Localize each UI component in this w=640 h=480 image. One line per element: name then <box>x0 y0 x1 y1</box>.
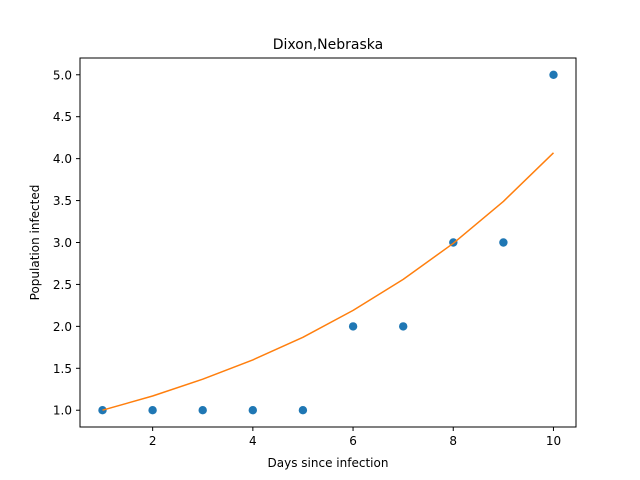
y-tick-label: 5.0 <box>53 68 72 82</box>
data-point <box>248 406 257 415</box>
y-tick-label: 4.0 <box>53 152 72 166</box>
chart-title: Dixon,Nebraska <box>273 37 383 53</box>
x-tick-label: 10 <box>546 434 561 448</box>
data-point <box>549 70 558 80</box>
data-point <box>399 322 408 331</box>
plot-area <box>98 70 558 415</box>
x-axis: 2 4 6 8 10 <box>149 427 561 448</box>
y-tick-label: 2.5 <box>53 278 72 292</box>
y-tick-label: 2.0 <box>53 320 72 334</box>
x-tick-label: 8 <box>449 434 457 448</box>
y-axis: 1.0 1.5 2.0 2.5 3.0 3.5 4.0 4.5 5.0 <box>53 68 80 418</box>
y-axis-label: Population infected <box>28 185 42 301</box>
y-tick-label: 3.0 <box>53 236 72 250</box>
data-point <box>348 322 358 331</box>
y-tick-label: 3.5 <box>53 194 72 208</box>
y-tick-label: 1.5 <box>53 362 72 376</box>
data-point <box>148 406 157 415</box>
y-tick-label: 1.0 <box>53 404 72 418</box>
data-point <box>499 238 508 247</box>
x-tick-label: 2 <box>149 434 157 448</box>
data-point <box>198 406 207 415</box>
fit-line <box>102 152 555 411</box>
x-tick-label: 6 <box>349 434 357 448</box>
x-axis-label: Days since infection <box>268 456 389 470</box>
y-tick-label: 4.5 <box>53 110 72 124</box>
data-point <box>298 406 308 415</box>
x-tick-label: 4 <box>249 434 257 448</box>
